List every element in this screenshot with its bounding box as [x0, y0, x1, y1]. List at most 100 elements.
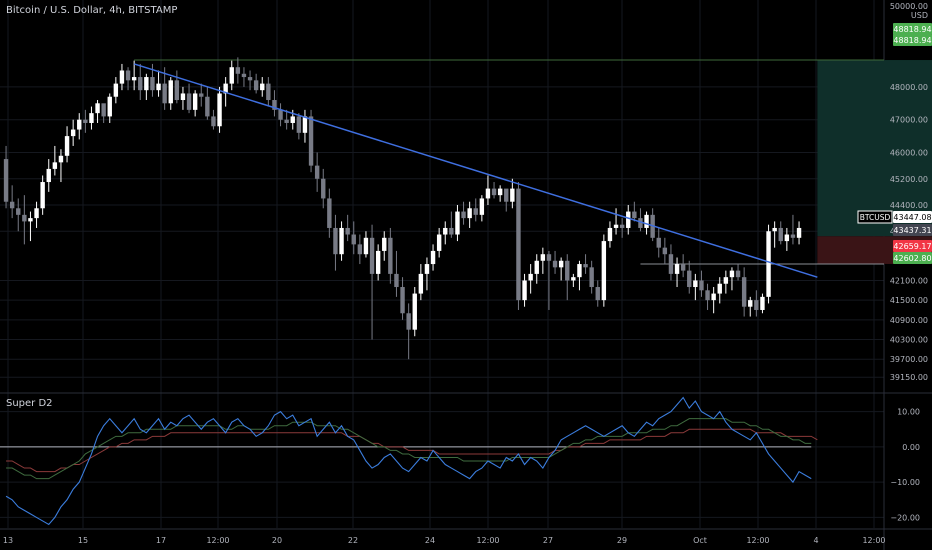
candle-body [113, 83, 119, 97]
candle-body [626, 211, 631, 228]
indicator-title[interactable]: Super D2 [6, 398, 53, 409]
candle-body [199, 93, 204, 97]
candle-body [558, 260, 564, 268]
candle-body [772, 227, 777, 232]
time-tick-label: 22 [348, 536, 358, 545]
candle-body [217, 93, 222, 127]
price-axis-label-bg [893, 23, 932, 35]
time-tick-label: Oct [693, 536, 707, 545]
price-tick-label: 39150.00 [890, 373, 928, 382]
candle-body [711, 293, 716, 301]
candle-body [717, 283, 722, 294]
time-tick-label: 24 [425, 536, 435, 545]
candle-body [89, 113, 94, 123]
candle-body [784, 234, 790, 242]
candle-body [565, 260, 570, 281]
candle-body [504, 188, 509, 202]
symbol-tag: BTCUSD [857, 210, 893, 224]
time-tick-label: 29 [617, 536, 627, 545]
candle-body [400, 287, 405, 314]
price-axis-label-text: 42602.80 [893, 254, 931, 263]
candle-body [119, 70, 125, 84]
candle-body [138, 77, 143, 91]
candle-body [3, 159, 9, 202]
candle-body [485, 188, 491, 199]
candle-body [735, 270, 741, 278]
candle-body [449, 227, 454, 235]
candle-body [516, 188, 521, 301]
candle-body [247, 77, 253, 81]
price-axis-label: 43437.31 [893, 224, 932, 236]
candle-body [205, 96, 210, 117]
candle-body [607, 227, 613, 242]
candle-body [156, 83, 161, 91]
candle-body [46, 168, 51, 183]
candle-body [601, 241, 607, 301]
candle-body [83, 119, 88, 123]
candle-body [278, 109, 283, 120]
candle-body [192, 93, 198, 110]
candle-body [144, 77, 149, 91]
candle-body [497, 188, 503, 196]
candle-body [327, 198, 332, 228]
candle-body [9, 201, 15, 209]
target-zone [817, 60, 932, 237]
candle-body [406, 313, 411, 330]
price-tick-label: 45200.00 [890, 175, 928, 184]
price-axis-label: 48818.94 [893, 34, 932, 46]
candle-body [388, 237, 393, 274]
candle-body [321, 178, 326, 199]
time-tick-label: 12:00 [476, 536, 499, 545]
time-tick-label: 20 [272, 536, 282, 545]
candle-body [357, 244, 363, 255]
candle-body [284, 119, 289, 123]
candle-body [589, 267, 594, 288]
candle-body [52, 162, 58, 169]
candle-body [260, 83, 265, 91]
candle-body [552, 260, 558, 268]
candle-body [266, 83, 271, 101]
candle-body [461, 211, 466, 219]
candle-body [290, 116, 295, 123]
price-axis-label: 42602.80 [893, 252, 932, 264]
candle-body [699, 280, 704, 291]
candle-body [796, 227, 802, 238]
candle-body [528, 273, 533, 281]
candle-body [741, 277, 747, 307]
candle-body [443, 227, 448, 235]
candle-body [613, 224, 619, 228]
price-tick-label: 39700.00 [890, 355, 928, 364]
candle-body [211, 116, 216, 127]
candle-body [754, 300, 759, 310]
chart-title: Bitcoin / U.S. Dollar, 4h, BITSTAMP [6, 5, 178, 16]
candle-body [522, 280, 527, 301]
price-axis-label-bg [893, 211, 932, 223]
candle-body [778, 227, 783, 242]
candle-body [168, 80, 173, 104]
candle-body [95, 103, 100, 114]
candle-body [790, 234, 796, 238]
time-tick-label: 15 [78, 536, 88, 545]
price-axis-label-text: 43437.31 [893, 226, 931, 235]
candle-body [34, 208, 39, 219]
osc-tick-label: 0.00 [902, 443, 920, 452]
price-tick-label: 40300.00 [890, 336, 928, 345]
candle-body [22, 214, 27, 222]
candle-body [473, 208, 478, 215]
candle-body [430, 250, 436, 265]
candle-body [345, 227, 350, 235]
candle-body [668, 254, 674, 274]
candle-body [534, 260, 539, 274]
candle-body [394, 273, 399, 288]
candle-body [125, 70, 131, 81]
osc-tick-label: 10.00 [897, 408, 920, 417]
price-axis-label-bg [893, 240, 932, 252]
candle-body [369, 237, 375, 274]
osc-tick-label: −10.00 [890, 478, 920, 487]
candle-body [40, 182, 45, 209]
candle-body [180, 93, 186, 101]
candle-body [705, 290, 710, 301]
candle-body [58, 155, 64, 163]
